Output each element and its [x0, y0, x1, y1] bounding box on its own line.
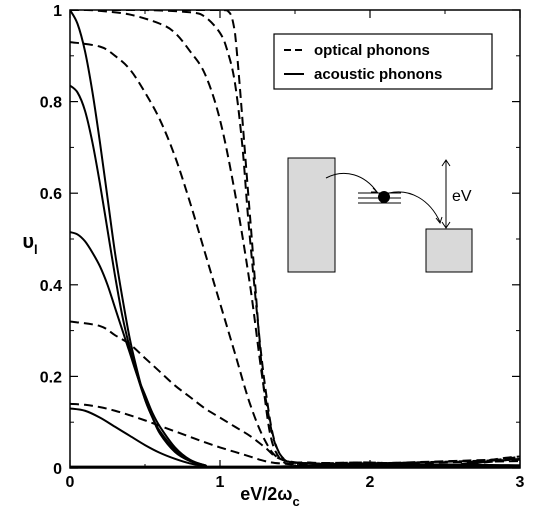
y-axis-label: υl [22, 231, 37, 257]
x-axis-label-sub: c [293, 494, 300, 509]
y-tick-labels: 0 0.2 0.4 0.6 0.8 1 [40, 3, 62, 478]
y-axis-label-main: υ [22, 231, 34, 253]
x-axis-label-main: eV/2ω [240, 484, 292, 504]
acoustic-phonon-curve-10 [70, 408, 520, 468]
y-tick-label: 1 [53, 3, 62, 20]
y-tick-label: 0.8 [40, 95, 62, 112]
legend: optical phonons acoustic phonons [274, 34, 492, 89]
inset-ev-label: eV [452, 188, 472, 205]
inset-right-lead [426, 229, 472, 272]
x-axis-label: eV/2ωc [240, 484, 299, 509]
inset-left-lead [288, 158, 335, 272]
optical-phonon-curve-5 [70, 321, 520, 463]
optical-phonon-curve-6 [70, 404, 520, 464]
x-tick-label: 2 [366, 474, 375, 491]
y-tick-label: 0.2 [40, 369, 62, 386]
legend-label-optical: optical phonons [314, 42, 430, 59]
inset-arrow-out [389, 192, 440, 222]
x-tick-label: 0 [66, 474, 75, 491]
y-tick-label: 0.6 [40, 186, 62, 203]
acoustic-phonon-curve-8 [70, 86, 520, 468]
legend-label-acoustic: acoustic phonons [314, 66, 442, 83]
y-tick-label: 0.4 [40, 278, 62, 295]
x-tick-label: 1 [216, 474, 225, 491]
x-tick-label: 3 [516, 474, 525, 491]
x-tick-labels: 0 1 2 3 [66, 474, 525, 491]
inset-diagram: eV [288, 158, 472, 272]
inset-electron-dot [378, 191, 390, 203]
y-axis-label-sub: l [34, 242, 38, 257]
y-tick-label: 0 [53, 461, 62, 478]
